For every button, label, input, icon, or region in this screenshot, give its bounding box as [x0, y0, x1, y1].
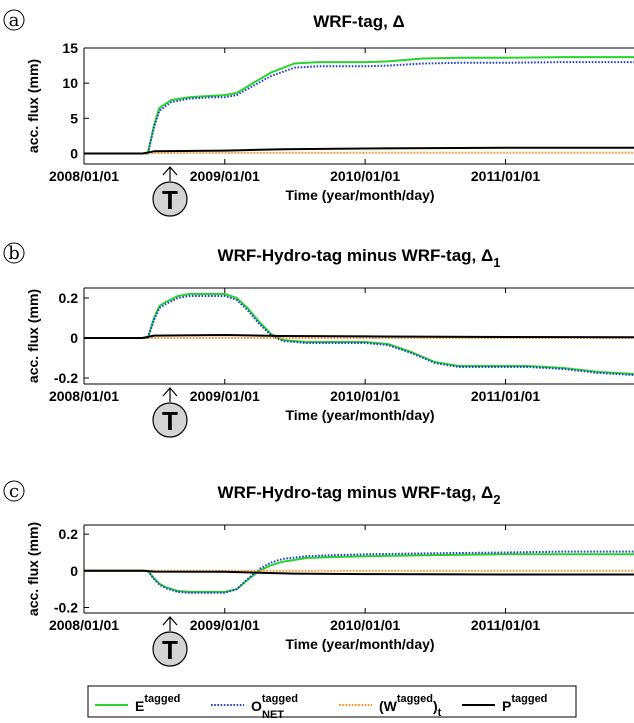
y-axis-label: acc. flux (mm) — [25, 289, 41, 383]
legend-superscript: tagged — [397, 693, 433, 705]
series-line-p — [84, 334, 634, 339]
x-tick-label: 2008/01/01 — [49, 168, 119, 184]
panel-title-main: WRF-tag, Δ — [313, 12, 405, 31]
series-line-p — [84, 146, 634, 155]
y-tick-label: 0 — [70, 563, 78, 579]
y-tick-label: 0 — [70, 145, 78, 161]
legend-label: Ptagged — [502, 693, 547, 714]
y-tick-label: 0.2 — [59, 526, 79, 542]
marker-letter: T — [162, 635, 178, 665]
legend-superscript: tagged — [511, 693, 547, 705]
y-tick-label: 5 — [70, 110, 78, 126]
marker-letter: T — [162, 406, 178, 436]
legend-paren-close: ) — [433, 698, 438, 714]
legend-base: E — [135, 698, 144, 714]
legend-subscript: t — [438, 707, 442, 719]
legend-label: Etagged — [135, 693, 180, 714]
panel-letter: a — [9, 10, 20, 31]
x-tick-label: 2009/01/01 — [190, 168, 260, 184]
legend-label: (Wtagged)t — [379, 693, 442, 719]
x-tick-label: 2008/01/01 — [49, 388, 119, 404]
x-tick-label: 2010/01/01 — [330, 168, 400, 184]
y-tick-label: -0.2 — [54, 600, 78, 616]
series-line-onet — [84, 295, 634, 376]
x-tick-label: 2010/01/01 — [330, 617, 400, 633]
panel-letter-circle — [3, 9, 25, 31]
legend-box — [87, 685, 577, 718]
legend-label: Otagged — [251, 693, 298, 714]
legend-base: O — [251, 698, 262, 714]
panel-letter: b — [8, 243, 20, 264]
panel-c: c WRF-Hydro-tag minus WRF-tag, Δ2 -0.2 0 0.2… — [3, 480, 634, 667]
legend-base: W — [384, 698, 398, 714]
x-tick-label: 2008/01/01 — [49, 617, 119, 633]
legend-subscript: NET — [262, 709, 284, 721]
marker-circle — [152, 402, 188, 438]
series-line-wt — [84, 151, 634, 155]
y-axis-label: acc. flux (mm) — [25, 59, 41, 153]
panel-title-subscript: 2 — [493, 492, 500, 507]
x-tick-label: 2011/01/01 — [471, 388, 541, 404]
x-axis-label: Time (year/month/day) — [285, 636, 434, 652]
legend-base: P — [502, 698, 511, 714]
marker-circle — [152, 631, 188, 667]
y-tick-label: 0.2 — [59, 290, 79, 306]
x-tick-label: 2009/01/01 — [190, 388, 260, 404]
marker-circle — [152, 181, 188, 217]
legend-superscript: tagged — [262, 693, 298, 705]
y-tick-label: 15 — [62, 40, 78, 56]
series-line-e — [84, 56, 634, 155]
panel-b: b WRF-Hydro-tag minus WRF-tag, Δ1 -0.2 0 0.2… — [3, 242, 634, 438]
x-tick-label: 2010/01/01 — [330, 388, 400, 404]
series-line-onet — [84, 550, 634, 594]
panel-title: WRF-tag, Δ — [313, 12, 405, 31]
panel-letter: c — [9, 481, 19, 502]
panel-title: WRF-Hydro-tag minus WRF-tag, Δ2 — [218, 483, 501, 507]
panel-letter-circle — [3, 242, 25, 264]
series-line-e — [84, 293, 634, 375]
panel-title-main: WRF-Hydro-tag minus WRF-tag, Δ — [218, 483, 494, 502]
panel-letter-circle — [3, 480, 25, 502]
legend-superscript: tagged — [144, 693, 180, 705]
y-tick-label: 10 — [62, 75, 78, 91]
y-axis-label: acc. flux (mm) — [25, 522, 41, 616]
marker-letter: T — [162, 185, 178, 215]
series-line-p — [84, 569, 634, 576]
panel-title-main: WRF-Hydro-tag minus WRF-tag, Δ — [218, 246, 494, 265]
panel-a: a WRF-tag, Δ 0 5 10 15 2008/01/01 2009/01/01 201… — [3, 9, 634, 217]
y-tick-label: -0.2 — [54, 370, 78, 386]
x-axis-label: Time (year/month/day) — [285, 407, 434, 423]
panel-title-subscript: 1 — [493, 255, 500, 270]
x-axis-label: Time (year/month/day) — [285, 187, 434, 203]
marker-arrow-head — [162, 166, 178, 176]
x-tick-label: 2011/01/01 — [471, 168, 541, 184]
y-tick-label: 0 — [70, 330, 78, 346]
legend-paren-open: ( — [379, 698, 384, 714]
series-line-onet — [84, 61, 634, 155]
x-tick-label: 2011/01/01 — [471, 617, 541, 633]
x-tick-label: 2009/01/01 — [190, 617, 260, 633]
marker-arrow-head — [162, 616, 178, 626]
panel-title: WRF-Hydro-tag minus WRF-tag, Δ1 — [218, 246, 501, 270]
marker-arrow-head — [162, 387, 178, 397]
